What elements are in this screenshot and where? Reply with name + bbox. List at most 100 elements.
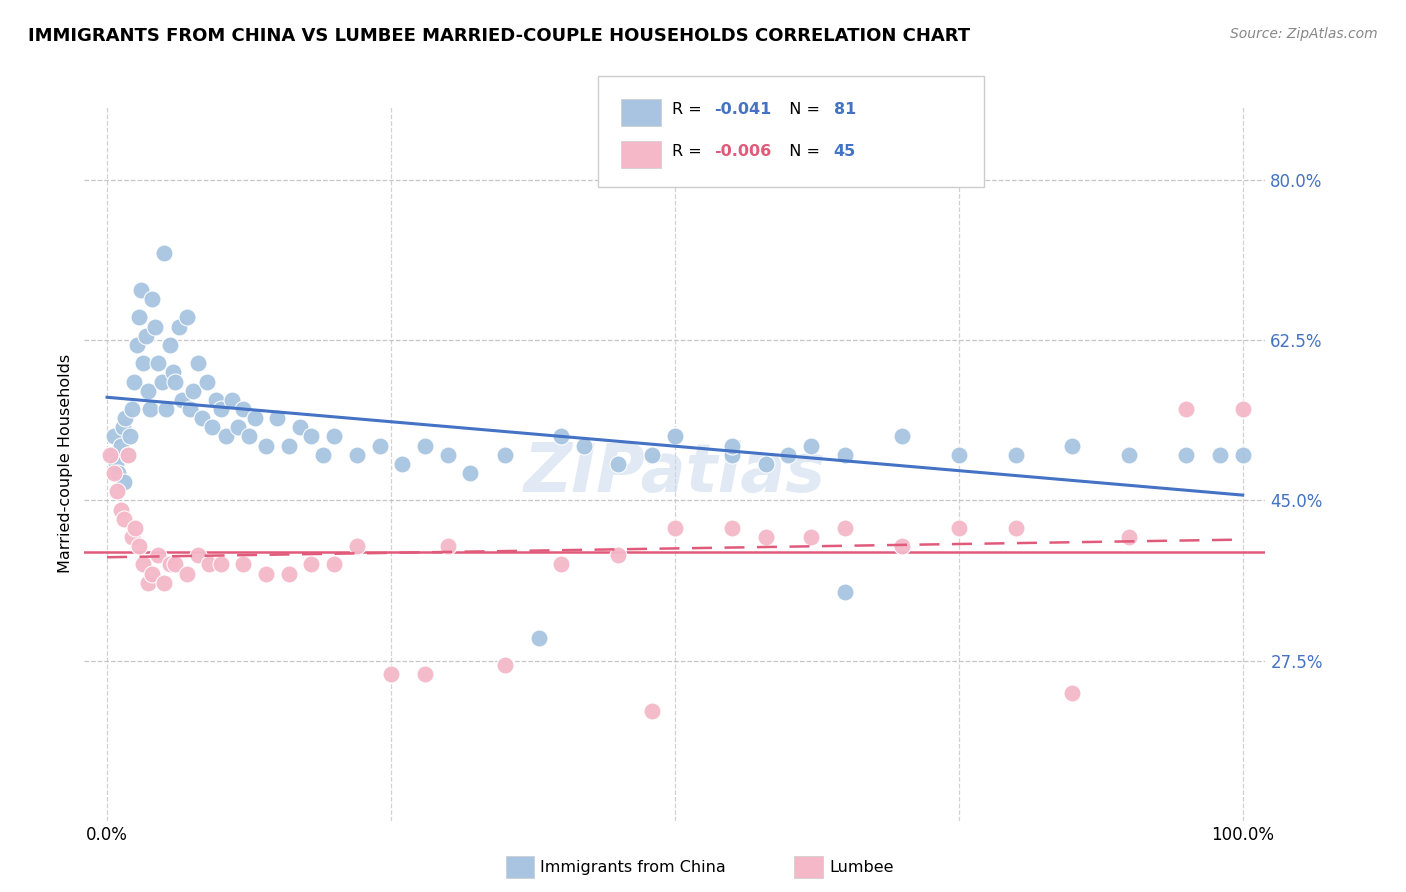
Text: R =: R = bbox=[672, 103, 707, 117]
Point bbox=[125, 338, 148, 352]
Point bbox=[664, 429, 686, 443]
Text: 45: 45 bbox=[834, 145, 856, 159]
Point bbox=[183, 384, 205, 398]
Point bbox=[834, 448, 856, 462]
Text: Lumbee: Lumbee bbox=[830, 860, 894, 874]
Point bbox=[209, 558, 232, 572]
Point bbox=[607, 549, 630, 563]
Point bbox=[110, 438, 132, 452]
Point bbox=[128, 539, 150, 553]
Point bbox=[165, 558, 187, 572]
Point bbox=[436, 448, 458, 462]
Point bbox=[121, 530, 143, 544]
Point bbox=[277, 566, 299, 581]
Point bbox=[834, 585, 856, 599]
Point bbox=[139, 401, 162, 416]
Point bbox=[209, 401, 232, 416]
Point bbox=[105, 484, 128, 499]
Point bbox=[100, 448, 122, 462]
Point bbox=[200, 420, 222, 434]
Text: Immigrants from China: Immigrants from China bbox=[540, 860, 725, 874]
Point bbox=[176, 566, 198, 581]
Point bbox=[143, 319, 166, 334]
Point bbox=[155, 401, 177, 416]
Point bbox=[128, 310, 150, 325]
Point bbox=[124, 521, 146, 535]
Point bbox=[195, 375, 218, 389]
Point bbox=[232, 401, 254, 416]
Point bbox=[720, 521, 742, 535]
Point bbox=[720, 448, 742, 462]
Point bbox=[436, 539, 458, 553]
Point bbox=[103, 429, 125, 443]
Point bbox=[550, 429, 572, 443]
Point bbox=[494, 658, 516, 673]
Point bbox=[720, 438, 742, 452]
Point bbox=[800, 530, 823, 544]
Point bbox=[162, 365, 184, 379]
Point bbox=[187, 549, 209, 563]
Point bbox=[114, 411, 136, 425]
Point bbox=[111, 420, 134, 434]
Point bbox=[380, 667, 402, 681]
Text: -0.041: -0.041 bbox=[714, 103, 772, 117]
Point bbox=[1004, 521, 1026, 535]
Point bbox=[153, 246, 176, 260]
Point bbox=[266, 411, 288, 425]
Text: Source: ZipAtlas.com: Source: ZipAtlas.com bbox=[1230, 27, 1378, 41]
Point bbox=[148, 356, 170, 370]
Point bbox=[391, 457, 413, 471]
Point bbox=[117, 448, 139, 462]
Point bbox=[460, 466, 482, 480]
Point bbox=[226, 420, 249, 434]
Point bbox=[550, 558, 572, 572]
Point bbox=[159, 558, 181, 572]
Text: IMMIGRANTS FROM CHINA VS LUMBEE MARRIED-COUPLE HOUSEHOLDS CORRELATION CHART: IMMIGRANTS FROM CHINA VS LUMBEE MARRIED-… bbox=[28, 27, 970, 45]
Point bbox=[107, 466, 129, 480]
Point bbox=[1004, 448, 1026, 462]
Point bbox=[368, 438, 391, 452]
Point bbox=[1062, 438, 1084, 452]
Point bbox=[117, 448, 139, 462]
Point bbox=[346, 448, 368, 462]
Point bbox=[243, 411, 266, 425]
Point bbox=[112, 512, 135, 526]
Point bbox=[121, 401, 143, 416]
Point bbox=[100, 448, 122, 462]
Point bbox=[167, 319, 190, 334]
Text: R =: R = bbox=[672, 145, 707, 159]
Point bbox=[755, 457, 778, 471]
Point bbox=[572, 438, 595, 452]
Text: N =: N = bbox=[779, 103, 825, 117]
Point bbox=[198, 558, 221, 572]
Text: N =: N = bbox=[779, 145, 825, 159]
Point bbox=[527, 631, 550, 645]
Point bbox=[323, 429, 346, 443]
Point bbox=[1174, 448, 1197, 462]
Point bbox=[948, 521, 970, 535]
Point bbox=[1232, 401, 1254, 416]
Point bbox=[136, 575, 159, 590]
Point bbox=[176, 310, 198, 325]
Point bbox=[124, 375, 146, 389]
Point bbox=[1232, 448, 1254, 462]
Point bbox=[277, 438, 299, 452]
Point bbox=[312, 448, 335, 462]
Point bbox=[187, 356, 209, 370]
Point bbox=[891, 429, 914, 443]
Point bbox=[323, 558, 346, 572]
Text: -0.006: -0.006 bbox=[714, 145, 772, 159]
Point bbox=[641, 448, 664, 462]
Point bbox=[150, 375, 173, 389]
Point bbox=[141, 566, 163, 581]
Point bbox=[165, 375, 187, 389]
Point bbox=[191, 411, 214, 425]
Point bbox=[641, 704, 664, 718]
Point bbox=[254, 566, 277, 581]
Point bbox=[135, 328, 157, 343]
Point bbox=[129, 283, 152, 297]
Point bbox=[778, 448, 800, 462]
Y-axis label: Married-couple Households: Married-couple Households bbox=[58, 354, 73, 574]
Point bbox=[1209, 448, 1232, 462]
Text: 81: 81 bbox=[834, 103, 856, 117]
